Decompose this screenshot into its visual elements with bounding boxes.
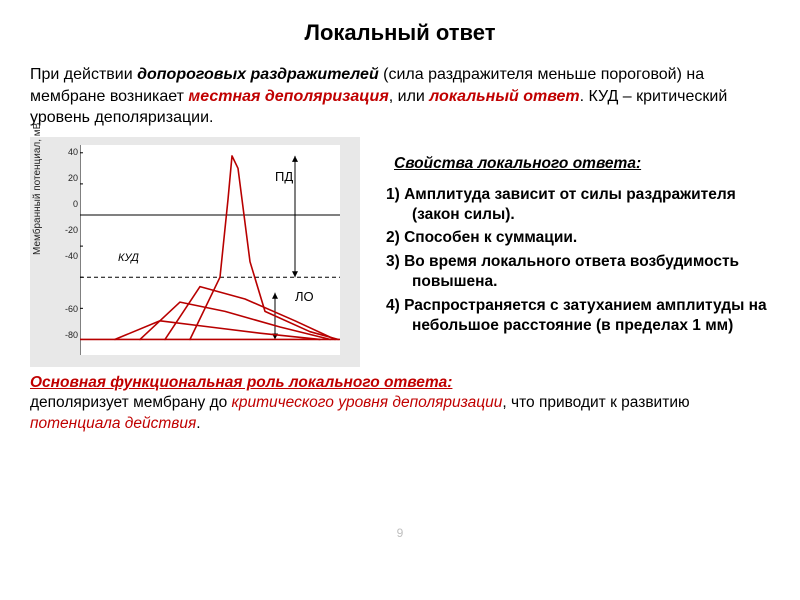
page-number: 9 bbox=[0, 526, 800, 540]
intro-or: , или bbox=[389, 88, 430, 105]
properties-list: 1) Амплитуда зависит от силы раздражител… bbox=[386, 185, 770, 336]
ytick--60: -60 bbox=[60, 304, 78, 314]
footer-block: Основная функциональная роль локального … bbox=[30, 373, 770, 434]
intro-red-2: локальный ответ bbox=[429, 88, 579, 105]
list-item: 2) Способен к суммации. bbox=[386, 228, 770, 248]
footer-role-label: Основная функциональная роль локального … bbox=[30, 374, 452, 391]
annot-lo: ЛО bbox=[295, 289, 314, 304]
intro-red-1: местная деполяризация bbox=[188, 88, 388, 105]
footer-line2-pre: деполяризует мембрану до bbox=[30, 394, 232, 411]
footer-line2-red2: потенциала действия bbox=[30, 415, 196, 432]
footer-line2-red: критического уровня деполяризации bbox=[232, 394, 503, 411]
slide-title: Локальный ответ bbox=[30, 20, 770, 46]
footer-line2-post: , что приводит к развитию bbox=[502, 394, 689, 411]
intro-pre: При действии bbox=[30, 66, 137, 83]
properties-heading: Свойства локального ответа: bbox=[394, 155, 770, 173]
intro-paragraph: При действии допороговых раздражителей (… bbox=[30, 64, 770, 129]
ytick--40: -40 bbox=[60, 251, 78, 261]
list-item: 3) Во время локального ответа возбудимос… bbox=[386, 252, 770, 292]
annot-pd: ПД bbox=[275, 169, 293, 184]
ytick-40: 40 bbox=[60, 147, 78, 157]
list-item: 1) Амплитуда зависит от силы раздражител… bbox=[386, 185, 770, 225]
footer-line2-end: . bbox=[196, 415, 200, 432]
chart-panel: Мембранный потенциал, мВ 40 20 0 -20 -40… bbox=[30, 137, 360, 367]
ytick--20: -20 bbox=[60, 225, 78, 235]
chart-svg bbox=[80, 145, 340, 355]
ytick-0: 0 bbox=[60, 199, 78, 209]
intro-bold-italic: допороговых раздражителей bbox=[137, 66, 379, 83]
annot-kud: КУД bbox=[118, 252, 139, 264]
properties-block: Свойства локального ответа: 1) Амплитуда… bbox=[380, 137, 770, 340]
ytick-20: 20 bbox=[60, 173, 78, 183]
list-item: 4) Распространяется с затуханием амплиту… bbox=[386, 296, 770, 336]
y-axis-label: Мембранный потенциал, мВ bbox=[32, 122, 43, 254]
ytick--80: -80 bbox=[60, 330, 78, 340]
